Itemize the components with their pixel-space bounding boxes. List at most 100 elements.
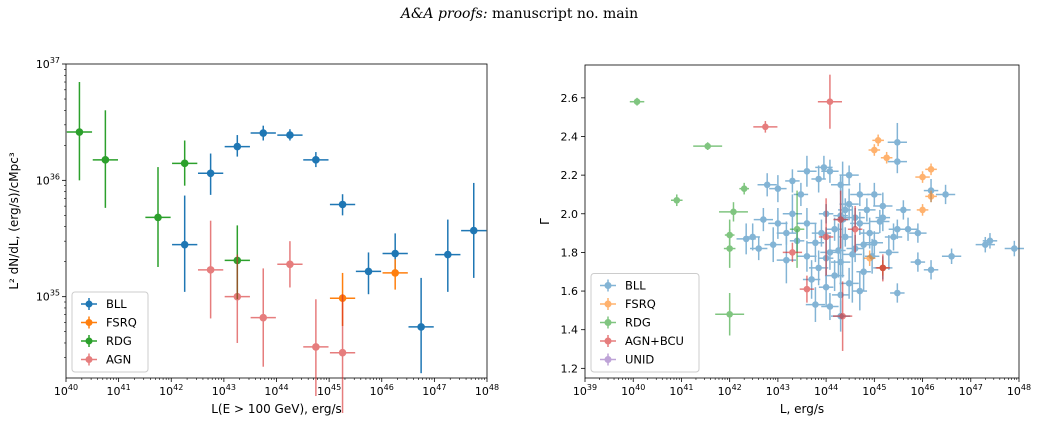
data-point bbox=[338, 200, 347, 209]
data-point bbox=[845, 200, 853, 208]
data-point bbox=[837, 216, 844, 223]
data-point bbox=[730, 208, 737, 216]
data-point bbox=[812, 239, 819, 247]
tick-label: 1042 bbox=[718, 383, 742, 398]
data-point bbox=[927, 193, 935, 200]
data-point bbox=[286, 131, 294, 139]
tick-mantissa: 10 bbox=[370, 385, 384, 398]
y-axis-label: L² dN/dL, (erg/s)/cMpc³ bbox=[7, 152, 21, 289]
data-point bbox=[856, 220, 864, 227]
legend-marker bbox=[600, 335, 616, 347]
data-point bbox=[981, 241, 989, 248]
tick-label: 1043 bbox=[766, 383, 790, 398]
data-point bbox=[312, 343, 320, 351]
tick-label: 1045 bbox=[862, 383, 886, 398]
data-point bbox=[1011, 245, 1018, 252]
data-point bbox=[842, 233, 849, 241]
tick-label: 2.6 bbox=[561, 92, 579, 105]
tick-label: 1047 bbox=[959, 383, 983, 398]
data-point bbox=[942, 191, 949, 198]
tick-exponent: 42 bbox=[732, 383, 742, 392]
tick-label: 1048 bbox=[1007, 383, 1031, 398]
tick-label: 1035 bbox=[36, 289, 60, 304]
data-point bbox=[803, 252, 811, 260]
data-point bbox=[783, 256, 790, 264]
data-point bbox=[726, 245, 733, 252]
legend-label: RDG bbox=[625, 316, 651, 330]
tick-label: 1.4 bbox=[561, 324, 579, 337]
legend-marker bbox=[600, 279, 616, 292]
data-point bbox=[856, 191, 864, 198]
data-point bbox=[206, 169, 215, 178]
luminosity-function-chart: 1040 1041 1042 1043 1044 1045 1046 1047 10481035… bbox=[7, 56, 499, 416]
tick-label: 1042 bbox=[159, 383, 183, 398]
data-point bbox=[740, 185, 748, 192]
tick-mantissa: 10 bbox=[573, 385, 587, 398]
data-point bbox=[154, 213, 162, 222]
tick-exponent: 48 bbox=[489, 383, 499, 392]
tick-label: 1040 bbox=[621, 383, 645, 398]
tick-label: 1046 bbox=[370, 383, 394, 398]
tick-label: 1044 bbox=[814, 383, 838, 398]
tick-exponent: 47 bbox=[973, 383, 983, 392]
data-point bbox=[815, 175, 822, 183]
data-point bbox=[856, 287, 864, 295]
data-point bbox=[812, 301, 819, 308]
tick-mantissa: 10 bbox=[669, 385, 683, 398]
series-bll bbox=[736, 122, 1024, 332]
legend-marker-dot bbox=[604, 356, 612, 363]
tick-exponent: 41 bbox=[121, 383, 131, 392]
tick-label: 2.0 bbox=[561, 208, 579, 221]
data-point bbox=[883, 154, 890, 162]
data-point bbox=[742, 235, 750, 243]
data-point bbox=[879, 264, 887, 272]
legend-marker bbox=[81, 335, 97, 347]
tick-exponent: 41 bbox=[683, 383, 693, 392]
data-point bbox=[826, 98, 834, 106]
tick-label: 1046 bbox=[910, 383, 934, 398]
tick-mantissa: 10 bbox=[1007, 385, 1021, 398]
data-point bbox=[919, 173, 926, 181]
data-point bbox=[849, 251, 856, 258]
data-point bbox=[789, 249, 796, 256]
data-point bbox=[793, 225, 801, 233]
tick-mantissa: 10 bbox=[475, 385, 489, 398]
tick-label: 2.4 bbox=[561, 130, 579, 143]
data-point bbox=[755, 245, 762, 252]
data-point bbox=[763, 181, 771, 189]
data-point bbox=[338, 348, 347, 357]
legend-marker bbox=[600, 353, 616, 366]
data-point bbox=[818, 229, 825, 237]
page-header: A&A proofs: manuscript no. main bbox=[0, 6, 1039, 22]
data-point bbox=[866, 254, 873, 262]
data-point bbox=[919, 206, 926, 214]
data-point bbox=[831, 272, 838, 279]
data-point bbox=[820, 164, 828, 171]
data-point bbox=[803, 220, 811, 227]
data-point bbox=[914, 229, 922, 237]
data-point bbox=[726, 310, 733, 318]
data-point bbox=[851, 225, 859, 233]
legend-marker-dot bbox=[604, 282, 612, 289]
tick-mantissa: 10 bbox=[959, 385, 973, 398]
legend-label: AGN bbox=[106, 353, 131, 367]
series-bll bbox=[172, 125, 487, 374]
data-point bbox=[808, 276, 815, 283]
photon-index-chart: 1039 1040 1041 1042 1043 1044 1045 1046 1047 1048… bbox=[538, 64, 1031, 416]
data-point bbox=[927, 266, 935, 274]
tick-mantissa: 10 bbox=[317, 385, 331, 398]
tick-exponent: 46 bbox=[924, 383, 934, 392]
data-point bbox=[259, 129, 268, 137]
data-point bbox=[762, 123, 769, 131]
tick-mantissa: 10 bbox=[54, 385, 68, 398]
tick-exponent: 37 bbox=[50, 56, 60, 65]
tick-exponent: 42 bbox=[173, 383, 183, 392]
tick-exponent: 45 bbox=[876, 383, 886, 392]
tick-exponent: 36 bbox=[50, 172, 60, 181]
tick-label: 1040 bbox=[54, 383, 78, 398]
data-point bbox=[803, 167, 811, 175]
tick-label: 1039 bbox=[573, 383, 597, 398]
legend-box bbox=[71, 291, 149, 373]
legend-marker-dot bbox=[85, 356, 93, 363]
data-point bbox=[417, 323, 425, 331]
